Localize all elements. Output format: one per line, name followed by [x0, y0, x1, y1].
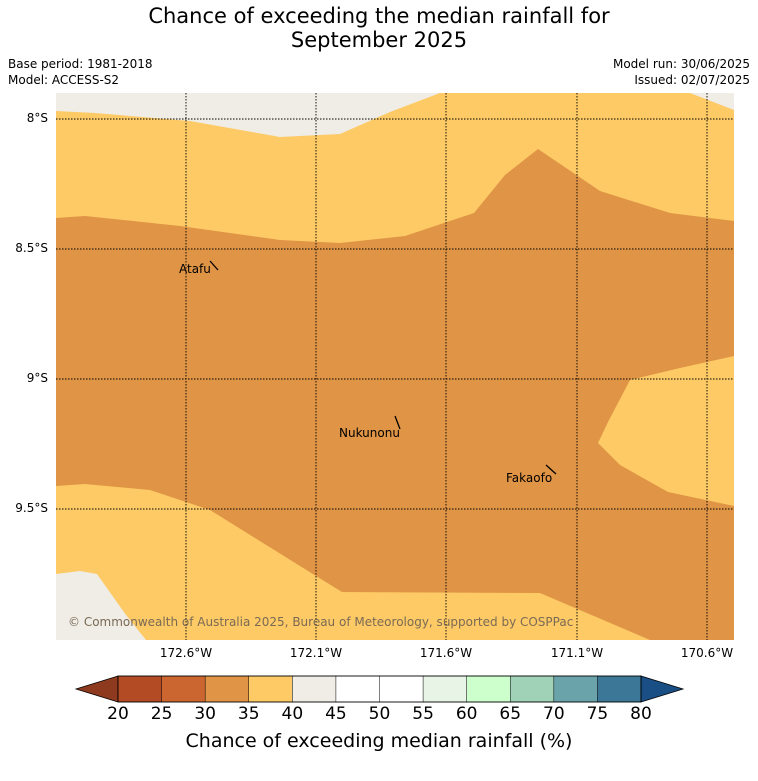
- lon-label-170-6w: 170.6°W: [680, 646, 734, 660]
- colorbar-tick-label: 50: [368, 704, 391, 724]
- title-line-1: Chance of exceeding the median rainfall …: [148, 4, 610, 28]
- lon-label-172-1w: 172.1°W: [289, 646, 343, 660]
- colorbar-cell: [335, 675, 381, 703]
- region-30-35: [56, 149, 734, 640]
- atoll-marker-fakaofo: [545, 464, 557, 475]
- region-40-45-top: [56, 93, 440, 137]
- chart-title: Chance of exceeding the median rainfall …: [0, 4, 758, 52]
- colorbar-cell: [422, 675, 468, 703]
- colorbar-cell: [379, 675, 424, 703]
- colorbar-tick-label: 45: [325, 704, 347, 724]
- meta-left: Base period: 1981-2018 Model: ACCESS-S2: [8, 56, 153, 88]
- colorbar-cell: [510, 675, 555, 703]
- place-label-fakaofo: Fakaofo: [506, 471, 552, 485]
- colorbar-tick-label: 40: [281, 704, 304, 724]
- colorbar: [74, 675, 685, 703]
- colorbar-tick-label: 75: [586, 704, 609, 724]
- model-run: Model run: 30/06/2025: [612, 57, 750, 71]
- colorbar-extend-high: [640, 675, 685, 703]
- colorbar-tick-label: 65: [499, 704, 522, 724]
- place-label-atafu: Atafu: [179, 262, 211, 276]
- colorbar-cell: [248, 675, 293, 703]
- lon-label-171-1w: 171.1°W: [550, 646, 604, 660]
- colorbar-cell: [292, 675, 337, 703]
- colorbar-cell: [466, 675, 511, 703]
- colorbar-tick-label: 55: [412, 704, 434, 724]
- colorbar-cell: [161, 675, 206, 703]
- colorbar-tick-label: 60: [455, 704, 478, 724]
- colorbar-cell: [117, 675, 163, 703]
- colorbar-extend-low: [74, 675, 119, 703]
- lat-label-9-5s: 9.5°S: [15, 501, 48, 515]
- gridlines: [56, 93, 734, 640]
- colorbar-tick-label: 35: [237, 704, 260, 724]
- colorbar-tick-label: 70: [543, 704, 565, 724]
- lat-label-8s: 8°S: [26, 111, 48, 125]
- lon-label-172-6w: 172.6°W: [159, 646, 213, 660]
- colorbar-tick-label: 80: [630, 704, 652, 724]
- base-period: Base period: 1981-2018: [8, 57, 153, 71]
- issued-date: Issued: 02/07/2025: [634, 73, 750, 87]
- title-line-2: September 2025: [290, 28, 468, 52]
- colorbar-frame: [117, 675, 642, 703]
- model-name: Model: ACCESS-S2: [8, 73, 120, 87]
- colorbar-tick-label: 30: [194, 704, 216, 724]
- lat-label-8-5s: 8.5°S: [15, 241, 48, 255]
- meta-right: Model run: 30/06/2025 Issued: 02/07/2025: [613, 56, 750, 88]
- atoll-marker-nukunonu: [394, 415, 401, 430]
- colorbar-tick-label: 25: [150, 704, 173, 724]
- lon-label-171-6w: 171.6°W: [419, 646, 473, 660]
- colorbar-tick-label: 20: [107, 704, 129, 724]
- colorbar-title: Chance of exceeding median rainfall (%): [185, 730, 573, 752]
- colorbar-cell: [553, 675, 598, 703]
- region-40-45-topright: [690, 93, 734, 110]
- copyright-text: © Commonwealth of Australia 2025, Bureau…: [68, 615, 573, 629]
- map-area: Atafu Nukunonu Fakaofo © Commonwealth of…: [56, 93, 734, 640]
- colorbar-cell: [597, 675, 642, 703]
- place-label-nukunonu: Nukunonu: [339, 426, 400, 440]
- region-40-45-bottom: [56, 571, 146, 640]
- colorbar-cell: [204, 675, 250, 703]
- colorbar-cells: [117, 675, 642, 703]
- lat-label-9s: 9°S: [26, 371, 48, 385]
- atoll-marker-atafu: [209, 260, 219, 271]
